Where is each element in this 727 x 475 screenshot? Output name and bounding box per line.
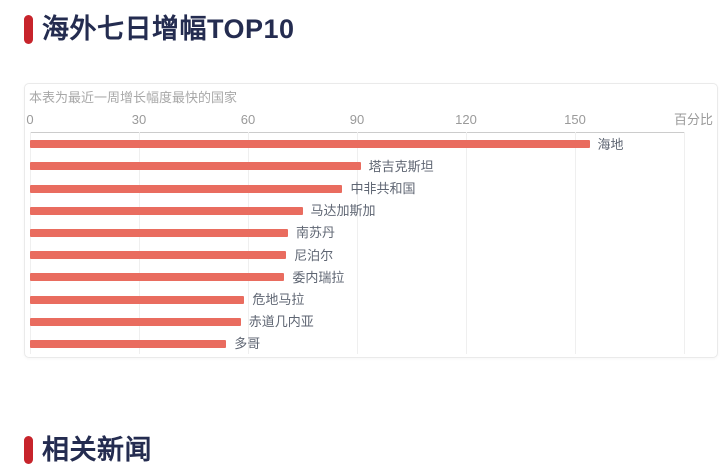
accent-bar-icon <box>24 15 33 44</box>
bar-label: 南苏丹 <box>295 225 335 241</box>
bar <box>30 317 241 326</box>
page-title: 海外七日增幅TOP10 <box>42 14 295 44</box>
x-tick-label: 120 <box>455 112 477 127</box>
bar-label: 危地马拉 <box>252 292 305 308</box>
bar-row: 委内瑞拉 <box>30 266 684 288</box>
bar <box>30 251 287 260</box>
bar-label: 多哥 <box>234 336 261 352</box>
bar-label: 马达加斯加 <box>310 203 376 219</box>
bar-label: 委内瑞拉 <box>292 269 345 285</box>
bar-row: 尼泊尔 <box>30 244 684 266</box>
axis-unit-label: 百分比 <box>673 112 713 127</box>
bar-row: 多哥 <box>30 333 684 355</box>
chart-subtitle: 本表为最近一周增长幅度最快的国家 <box>29 90 238 105</box>
x-tick-label: 30 <box>131 112 147 127</box>
bar-row: 马达加斯加 <box>30 200 684 222</box>
x-axis: 0 30 60 90 120 150 <box>25 112 717 128</box>
bar-rows: 海地塔吉克斯坦中非共和国马达加斯加南苏丹尼泊尔委内瑞拉危地马拉赤道几内亚多哥 <box>30 133 684 355</box>
bar <box>30 206 303 215</box>
bar-label: 塔吉克斯坦 <box>368 158 434 174</box>
related-news-title: 相关新闻 <box>42 434 152 465</box>
gridline <box>684 132 685 354</box>
x-tick-label: 90 <box>349 112 365 127</box>
bar <box>30 295 245 304</box>
bar-label: 中非共和国 <box>350 181 416 196</box>
x-tick-label: 0 <box>26 112 34 127</box>
bar-row: 海地 <box>30 133 684 155</box>
bar-row: 南苏丹 <box>30 222 684 244</box>
bar-row: 中非共和国 <box>30 177 684 199</box>
bar <box>30 162 361 171</box>
bar-label: 尼泊尔 <box>294 247 334 263</box>
bar <box>30 273 285 282</box>
bar-row: 赤道几内亚 <box>30 311 684 333</box>
bar-row: 塔吉克斯坦 <box>30 155 684 177</box>
x-tick-label: 60 <box>240 112 256 127</box>
chart-card: 本表为最近一周增长幅度最快的国家 0 30 60 90 120 150 百分比 海地塔吉克… <box>24 83 718 358</box>
bar-label: 赤道几内亚 <box>248 314 314 330</box>
bar <box>30 140 590 149</box>
bar <box>30 228 288 237</box>
bar-row: 危地马拉 <box>30 288 684 310</box>
bar <box>30 339 227 348</box>
x-tick-label: 150 <box>564 112 586 127</box>
accent-bar-icon <box>24 436 33 464</box>
top-section-header: 海外七日增幅TOP10 <box>24 15 295 44</box>
bar <box>30 184 343 193</box>
related-section-header: 相关新闻 <box>24 436 152 464</box>
bar-label: 海地 <box>597 136 624 152</box>
